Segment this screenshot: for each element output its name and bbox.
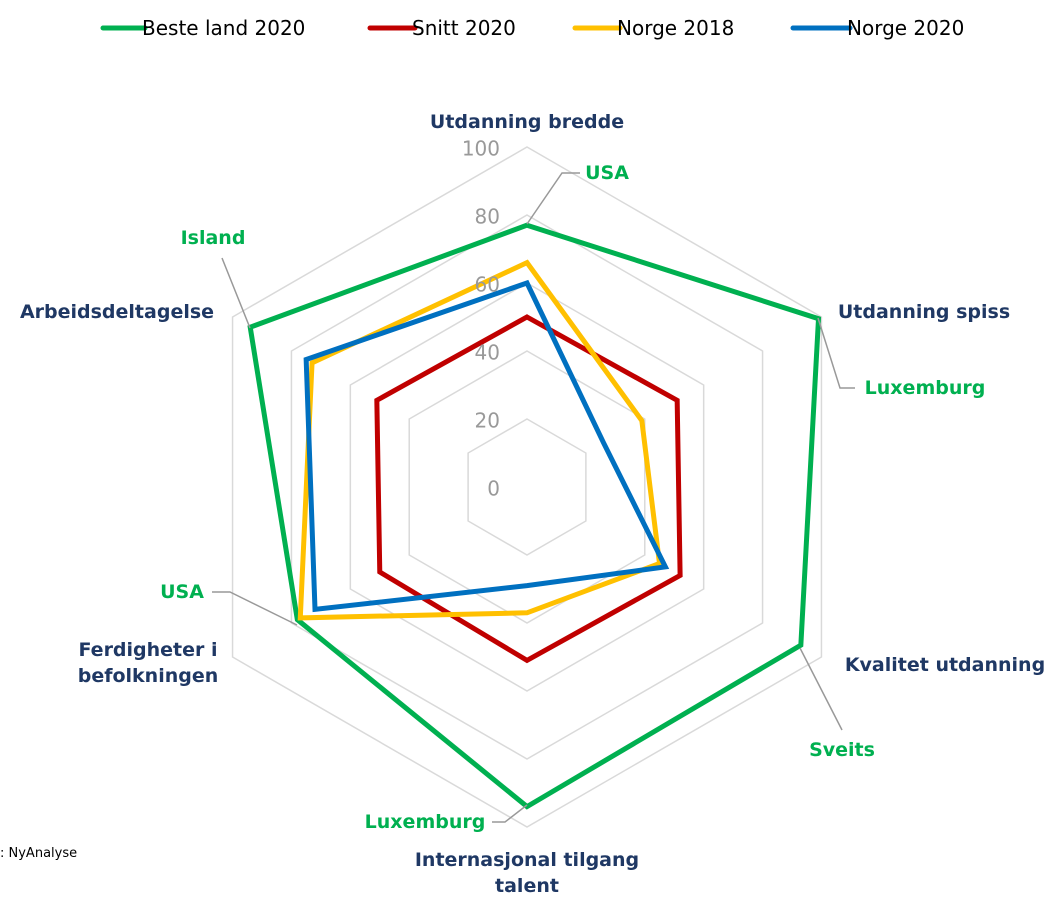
grid-ring bbox=[231, 146, 823, 828]
series-line bbox=[247, 222, 822, 810]
series-line bbox=[374, 314, 683, 664]
legend-label: Snitt 2020 bbox=[412, 16, 516, 40]
legend-label: Beste land 2020 bbox=[142, 16, 306, 40]
grid-ring bbox=[467, 418, 587, 556]
r-tick-label: 20 bbox=[475, 409, 500, 433]
leader-line bbox=[817, 317, 855, 389]
r-tick-label: 0 bbox=[487, 477, 500, 501]
grid-ring bbox=[349, 282, 705, 692]
axis-label: Arbeidsdeltagelse bbox=[19, 301, 215, 323]
axis-label: Utdanning bredde bbox=[429, 111, 625, 133]
axis-label: Internasjonal tilgang talent bbox=[414, 849, 640, 897]
grid-ring bbox=[290, 214, 764, 760]
r-tick-label: 40 bbox=[475, 341, 500, 365]
axis-label: Kvalitet utdanning bbox=[844, 654, 1046, 676]
leader-line bbox=[212, 591, 298, 626]
annotation: Sveits bbox=[809, 739, 875, 761]
r-tick-label: 100 bbox=[462, 137, 500, 161]
leader-line bbox=[799, 647, 843, 731]
r-tick-label: 80 bbox=[475, 205, 500, 229]
annotation: Luxemburg bbox=[864, 377, 986, 399]
annotation: Luxemburg bbox=[364, 811, 486, 833]
leader-line bbox=[492, 804, 528, 823]
axis-label: Utdanning spiss bbox=[837, 301, 1011, 323]
annotation: Island bbox=[180, 227, 246, 249]
leader-line bbox=[221, 257, 251, 329]
series-line bbox=[303, 279, 670, 613]
r-tick-label: 60 bbox=[475, 273, 500, 297]
grid-ring bbox=[408, 350, 646, 624]
source: : NyAnalyse bbox=[0, 846, 78, 861]
legend-label: Norge 2018 bbox=[617, 16, 735, 40]
annotation: USA bbox=[585, 162, 629, 184]
legend-label: Norge 2020 bbox=[847, 16, 965, 40]
axis-label: Ferdigheter i befolkningen bbox=[77, 639, 219, 687]
series-line bbox=[297, 259, 663, 621]
annotation: USA bbox=[160, 581, 204, 603]
leader-line bbox=[526, 172, 580, 225]
